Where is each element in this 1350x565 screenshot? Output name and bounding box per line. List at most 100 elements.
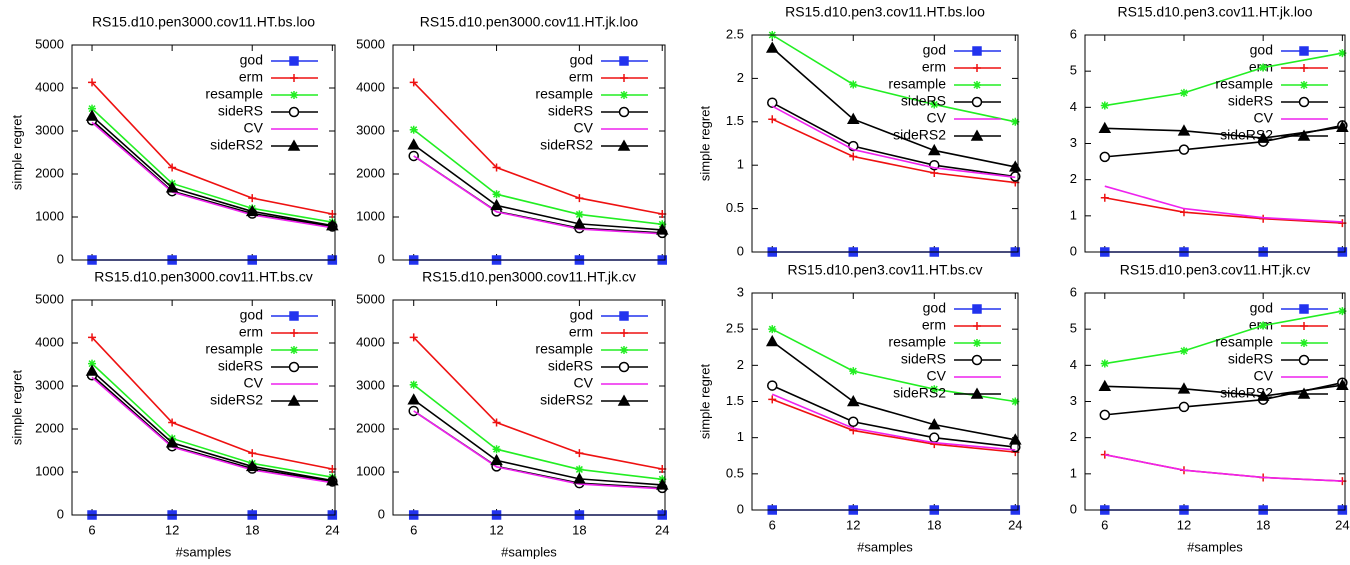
marker	[409, 333, 418, 342]
legend-marker	[972, 304, 982, 314]
x-tick-label: 6	[769, 517, 776, 532]
y-tick-label: 3000	[356, 377, 385, 392]
legend-marker	[289, 311, 299, 321]
marker	[1179, 208, 1188, 217]
marker	[573, 217, 586, 229]
legend-marker	[620, 329, 628, 337]
marker	[88, 359, 97, 368]
y-tick-label: 6	[1070, 26, 1077, 41]
marker	[245, 459, 259, 472]
x-axis-label: #samples	[176, 544, 232, 559]
legend-marker	[620, 346, 628, 354]
y-tick-label: 3	[1070, 393, 1077, 408]
marker	[165, 181, 179, 193]
plot-frame	[71, 44, 336, 261]
marker	[767, 380, 778, 391]
y-tick-label: 5000	[356, 36, 385, 51]
marker	[1178, 144, 1190, 155]
legend-label: sideRS	[548, 103, 593, 119]
legend-label: sideRS2	[540, 137, 593, 153]
marker	[407, 393, 420, 405]
legend-marker	[288, 361, 300, 373]
y-tick-label: 5000	[35, 291, 64, 306]
x-tick-label: 12	[165, 522, 179, 537]
series-line	[1104, 453, 1343, 482]
legend-marker	[619, 56, 629, 66]
marker	[849, 80, 858, 89]
y-tick-label: 3000	[356, 122, 385, 137]
legend-marker	[973, 64, 981, 72]
marker	[849, 152, 858, 161]
y-tick-label: 1.5	[726, 393, 744, 408]
y-tick-label: 5	[1070, 321, 1077, 336]
legend-label: god	[1250, 42, 1273, 58]
marker	[1099, 151, 1111, 163]
legend-marker	[619, 311, 629, 321]
legend-label: resample	[888, 334, 946, 350]
y-tick-label: 5000	[35, 36, 64, 51]
legend-label: CV	[927, 368, 947, 384]
legend-marker	[970, 129, 984, 141]
marker	[846, 112, 860, 124]
marker	[575, 194, 584, 203]
x-tick-label: 24	[1335, 517, 1349, 532]
marker	[407, 138, 420, 150]
plot-frame	[751, 292, 1019, 511]
legend-marker	[973, 322, 981, 330]
legend-label: sideRS2	[1220, 385, 1273, 401]
chart-title: RS15.d10.pen3000.cov11.HT.jk.cv	[422, 269, 636, 285]
marker	[1100, 359, 1109, 368]
legend-marker	[618, 361, 630, 373]
series-line	[771, 398, 1016, 453]
legend-label: god	[923, 42, 946, 58]
legend-marker	[972, 46, 982, 56]
marker	[1179, 88, 1188, 97]
marker	[85, 364, 99, 376]
marker	[245, 204, 259, 217]
y-tick-label: 5	[1070, 63, 1077, 78]
legend-label: resample	[205, 341, 263, 357]
y-tick-label: 2000	[35, 165, 64, 180]
legend-marker	[290, 74, 298, 82]
marker	[1099, 409, 1111, 421]
y-tick-label: 2.5	[726, 321, 744, 336]
marker	[1098, 379, 1112, 392]
y-tick-label: 0.5	[726, 200, 744, 215]
y-axis-label: simple regret	[697, 106, 712, 182]
y-tick-label: 1	[1070, 207, 1077, 222]
x-tick-label: 6	[410, 522, 417, 537]
legend-marker	[1299, 304, 1309, 314]
marker	[930, 100, 939, 109]
plot-frame	[392, 44, 666, 261]
legend-label: sideRS2	[210, 137, 263, 153]
marker	[168, 163, 177, 172]
y-tick-label: 1000	[356, 208, 385, 223]
legend-label: god	[923, 300, 946, 316]
y-axis-label: simple regret	[697, 364, 712, 440]
legend-marker	[1298, 96, 1310, 108]
legend-marker	[971, 96, 983, 108]
legend-marker	[973, 339, 981, 347]
x-tick-label: 18	[245, 522, 259, 537]
series-line	[1104, 52, 1343, 107]
legend-marker	[1300, 64, 1308, 72]
marker	[1100, 193, 1109, 202]
series-line	[771, 393, 1016, 451]
legend-marker	[973, 81, 981, 89]
legend-label: CV	[244, 120, 264, 136]
marker	[492, 418, 501, 427]
legend-label: erm	[569, 69, 593, 85]
x-tick-label: 6	[1101, 517, 1108, 532]
marker	[767, 97, 778, 108]
series-line	[91, 336, 333, 470]
legend-label: resample	[1215, 76, 1273, 92]
marker	[490, 198, 503, 211]
chart-title: RS15.d10.pen3.cov11.HT.bs.loo	[785, 4, 985, 20]
x-axis-label: #samples	[857, 539, 913, 554]
marker	[575, 465, 584, 474]
marker	[765, 334, 779, 347]
legend-marker	[290, 91, 298, 99]
legend-marker	[618, 106, 630, 118]
marker	[1011, 397, 1020, 406]
y-tick-label: 0	[378, 251, 385, 266]
